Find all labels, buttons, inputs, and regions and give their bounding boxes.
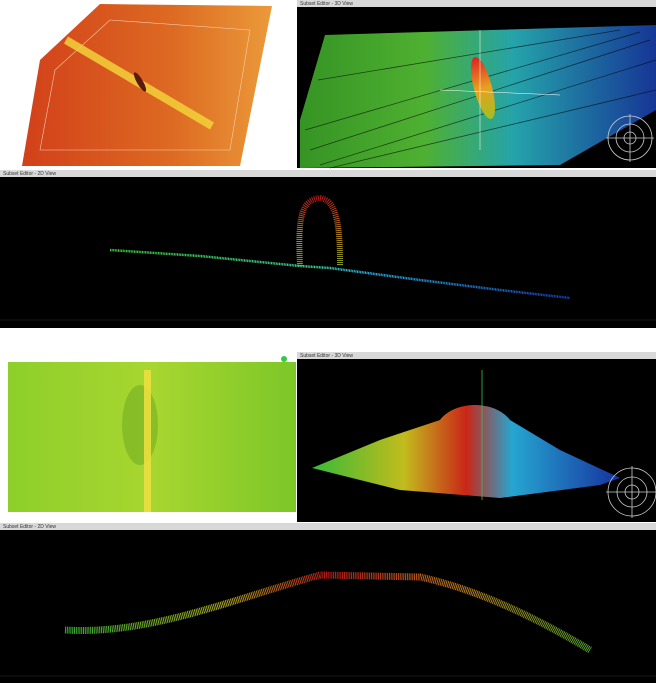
view-3d-panel: Subset Editor - 3D View: [297, 0, 656, 168]
view-2d-panel: Subset Editor - 2D View: [0, 170, 656, 328]
map-panel: [0, 352, 296, 522]
map-panel: [0, 0, 296, 168]
panel-title: Subset Editor - 3D View: [300, 353, 353, 359]
panel-title: Subset Editor - 3D View: [300, 1, 353, 7]
panel-title: Subset Editor - 2D View: [3, 524, 56, 530]
panel-title: Subset Editor - 2D View: [3, 171, 56, 177]
screen: Subset Editor - 3D View Subset Editor - …: [0, 0, 656, 683]
view-2d-panel: Subset Editor - 2D View: [0, 523, 656, 683]
view-3d-panel: Subset Editor - 3D View: [297, 352, 656, 522]
